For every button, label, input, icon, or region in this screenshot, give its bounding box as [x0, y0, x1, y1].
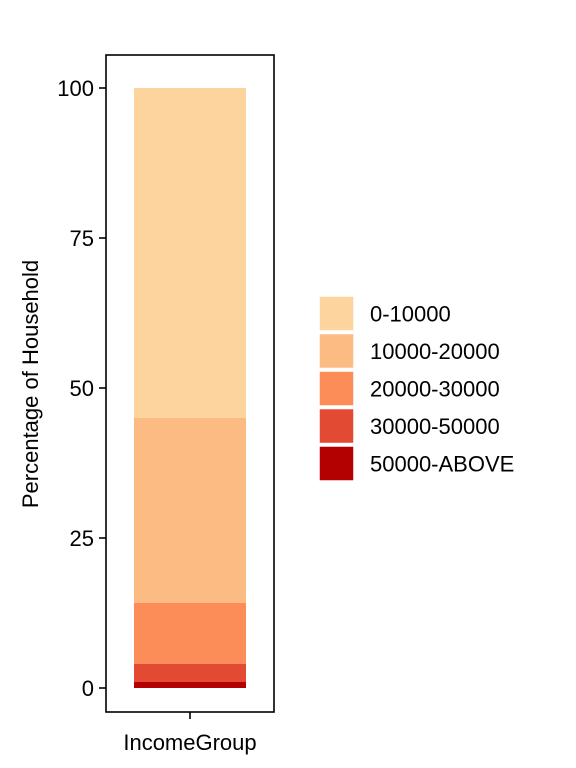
legend: 0-10000 10000-20000 20000-30000 30000-50000…: [318, 295, 514, 482]
bar-segment-3: [134, 664, 246, 682]
legend-key-0: [318, 295, 355, 332]
legend-label-3: 30000-50000: [370, 414, 500, 439]
legend-label-2: 20000-30000: [370, 377, 500, 402]
y-tick-label-0: 0: [82, 676, 94, 701]
legend-key-3: [318, 407, 355, 445]
bar-segment-1: [134, 418, 246, 603]
legend-key-1: [318, 332, 355, 370]
legend-label-4: 50000-ABOVE: [370, 452, 514, 477]
y-tick-label-1: 25: [70, 526, 94, 551]
bar-segment-2: [134, 602, 246, 664]
legend-label-1: 10000-20000: [370, 339, 500, 364]
y-axis-title: Percentage of Household: [18, 260, 43, 508]
y-axis: 0 25 50 75 100: [57, 76, 106, 701]
bar-segment-0: [134, 88, 246, 418]
legend-key-4: [318, 445, 355, 482]
x-tick-label-0: IncomeGroup: [123, 730, 256, 755]
legend-key-2: [318, 370, 355, 407]
bar-stack: [134, 88, 246, 688]
legend-label-0: 0-10000: [370, 302, 451, 327]
bar-segment-4: [134, 682, 246, 688]
y-tick-label-4: 100: [57, 76, 94, 101]
y-tick-label-2: 50: [70, 376, 94, 401]
x-axis: IncomeGroup: [123, 712, 257, 755]
y-tick-label-3: 75: [70, 226, 94, 251]
